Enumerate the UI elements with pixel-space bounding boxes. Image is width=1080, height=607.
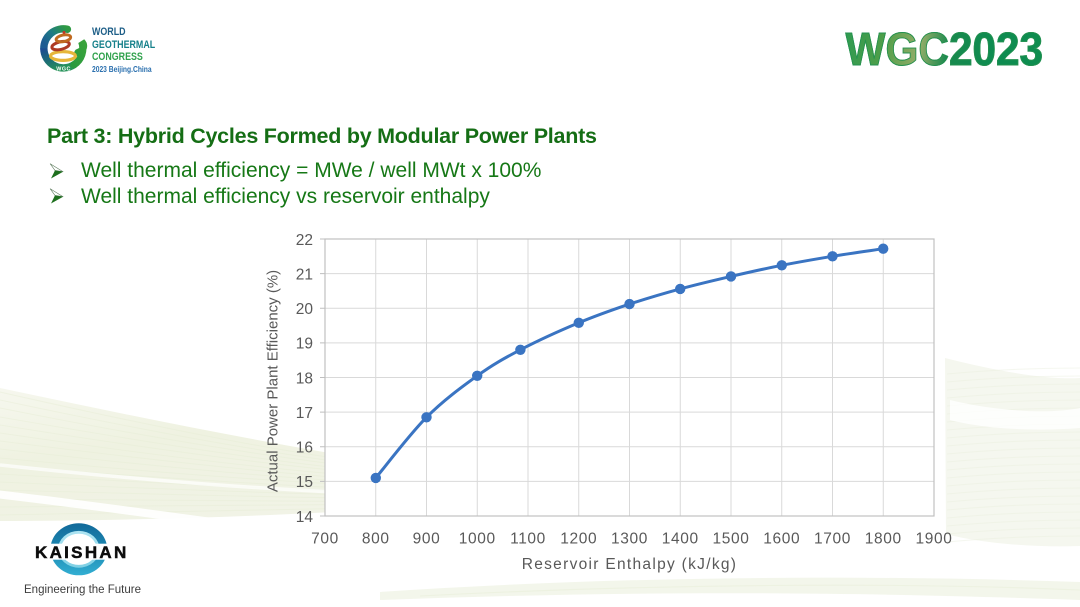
svg-text:1500: 1500 bbox=[713, 531, 750, 548]
svg-text:Reservoir Enthalpy (kJ/kg): Reservoir Enthalpy (kJ/kg) bbox=[522, 556, 738, 573]
svg-text:1600: 1600 bbox=[763, 531, 800, 548]
svg-text:15: 15 bbox=[296, 474, 313, 491]
svg-text:1100: 1100 bbox=[510, 531, 546, 548]
svg-text:17: 17 bbox=[296, 405, 313, 422]
svg-text:700: 700 bbox=[311, 531, 339, 548]
svg-text:18: 18 bbox=[296, 370, 313, 387]
svg-text:19: 19 bbox=[296, 336, 313, 353]
svg-text:1200: 1200 bbox=[560, 531, 597, 548]
svg-text:Actual Power Plant Efficiency: Actual Power Plant Efficiency (%) bbox=[265, 270, 282, 492]
svg-text:21: 21 bbox=[296, 266, 313, 283]
svg-text:16: 16 bbox=[296, 440, 313, 457]
svg-text:20: 20 bbox=[296, 301, 314, 318]
svg-text:22: 22 bbox=[296, 232, 313, 249]
svg-text:800: 800 bbox=[362, 531, 390, 548]
svg-text:14: 14 bbox=[296, 509, 314, 526]
svg-text:1800: 1800 bbox=[865, 531, 902, 548]
svg-text:1900: 1900 bbox=[916, 531, 953, 548]
svg-text:900: 900 bbox=[413, 531, 441, 548]
svg-text:1400: 1400 bbox=[662, 531, 699, 548]
svg-text:WGC: WGC bbox=[56, 66, 71, 72]
svg-text:1000: 1000 bbox=[459, 531, 496, 548]
svg-text:1300: 1300 bbox=[611, 531, 648, 548]
svg-text:1700: 1700 bbox=[814, 531, 851, 548]
